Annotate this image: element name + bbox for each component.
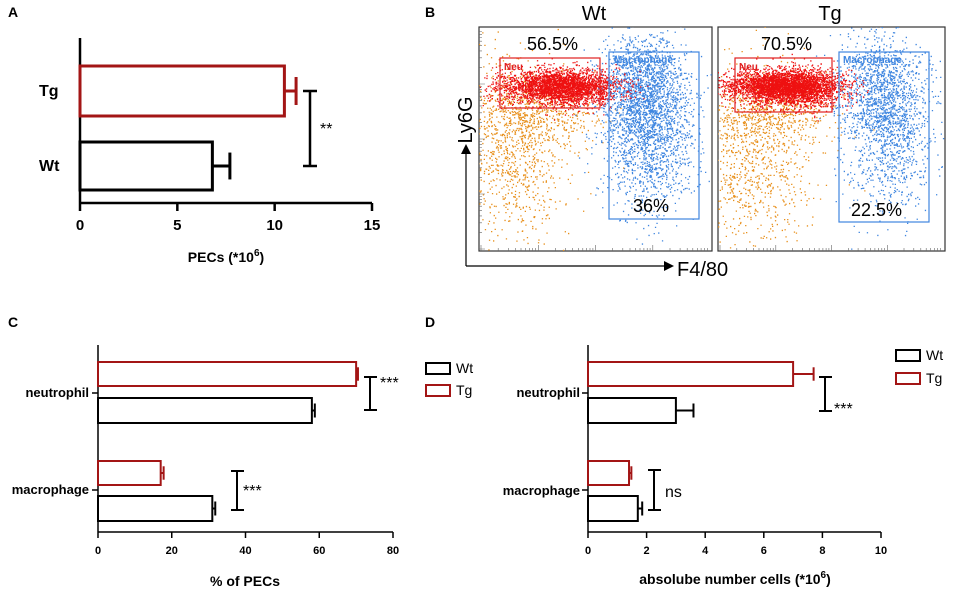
d-xtick-label-8: 8 [819,545,825,557]
d-xtick-label-10: 10 [875,545,887,557]
wt-neutrophil-dots-2 [508,58,636,121]
c-category-macrophage: macrophage [12,482,89,497]
a-xtick-label-0: 0 [76,217,84,234]
panel-d-chart: neutrophil macrophage 0 2 4 6 8 10 *** ns abs… [503,345,943,587]
d-xtick-label-2: 2 [644,545,650,557]
a-bar-tg [78,64,286,118]
tg-x-log-ticks [719,245,941,251]
ly6g-arrow-head [461,144,471,154]
d-xtick-label-6: 6 [761,545,767,557]
c-xtick-label-80: 80 [387,545,399,557]
d-category-neutrophil: neutrophil [516,385,580,400]
ly6g-axis-label: Ly6G [455,96,477,143]
d-neutrophil-significance: *** [834,401,853,418]
d-xtick-label-4: 4 [702,545,709,557]
d-legend-swatch-tg [895,372,921,385]
wt-y-log-ticks [479,31,485,250]
c-category-neutrophil: neutrophil [25,385,89,400]
tg-macrophage-percent: 22.5% [851,200,902,220]
c-xtick-label-40: 40 [239,545,251,557]
d-bar-wt-neutrophil [587,397,677,424]
wt-x-log-ticks [480,245,708,251]
a-xtick-label-10: 10 [266,217,283,234]
d-legend-label-wt: Wt [926,347,943,363]
panel-b-flow-cytometry: Neu Macrophage 56.5% 36% Neu Macrophage … [455,3,946,281]
d-macrophage-significance: ns [665,484,682,501]
wt-other-cells-dots-2 [479,53,628,166]
panel-label-b: B [425,4,435,20]
c-macrophage-bracket [231,470,244,511]
c-xtick-label-0: 0 [95,545,101,557]
a-significance-bracket [303,89,317,168]
panel-label-d: D [425,314,435,330]
f480-axis-label: F4/80 [677,259,728,281]
tg-neutrophil-dots-2 [734,49,865,122]
d-x-axis-label: absolube number cells (*106) [639,570,831,587]
c-legend-swatch-tg [425,384,451,397]
d-xtick-label-0: 0 [585,545,591,557]
wt-macrophage-percent: 36% [633,196,669,216]
c-x-axis-label: % of PECs [210,573,280,589]
panel-c-chart: neutrophil macrophage 0 20 40 60 80 *** *** … [12,345,473,589]
c-legend-swatch-wt [425,362,451,375]
wt-neu-gate [499,57,601,109]
c-bar-tg-neutrophil [97,361,358,387]
c-macrophage-significance: *** [243,483,262,500]
c-neutrophil-bracket [364,376,377,411]
wt-neu-percent: 56.5% [527,34,578,54]
c-xtick-label-20: 20 [166,545,178,557]
tg-neu-gate-label: Neu [739,62,758,73]
a-category-wt: Wt [39,158,60,175]
a-category-tg: Tg [39,83,59,100]
d-bar-wt-macrophage [587,495,639,522]
d-legend-label-tg: Tg [926,370,942,386]
f480-arrow-head [664,261,674,271]
c-xtick-label-60: 60 [313,545,325,557]
tg-macrophage-gate [838,51,930,223]
tg-macrophage-gate-label: Macrophage [843,55,902,66]
a-xtick-label-15: 15 [364,217,381,234]
c-legend-label-wt: Wt [456,360,473,376]
wt-macrophage-gate [608,51,700,220]
tg-neutrophil-dots [718,58,869,114]
c-bar-wt-neutrophil [97,397,313,424]
wt-neu-gate-label: Neu [504,62,523,73]
c-neutrophil-significance: *** [380,375,399,392]
wt-macrophage-dots [578,27,712,245]
panel-label-a: A [8,4,18,20]
c-bar-tg-macrophage [97,460,162,486]
d-bar-tg-neutrophil [587,361,795,387]
wt-plot-frame [478,26,713,252]
d-bar-tg-macrophage [587,460,631,486]
panel-label-c: C [8,314,18,330]
d-category-macrophage: macrophage [503,483,580,498]
wt-macrophage-gate-label: Macrophage [614,55,673,66]
a-xtick-label-5: 5 [173,217,181,234]
tg-plot-title: Tg [818,3,841,25]
d-macrophage-bracket [648,469,661,511]
a-x-axis-label: PECs (*106) [188,248,264,265]
tg-neu-gate [734,57,833,113]
tg-neu-percent: 70.5% [761,34,812,54]
a-bar-wt [78,140,214,192]
wt-plot-title: Wt [582,3,607,25]
c-legend-label-tg: Tg [456,382,472,398]
a-significance-label: ** [320,121,332,138]
c-bar-wt-macrophage [97,495,214,522]
d-legend-swatch-wt [895,349,921,362]
panel-a-chart: 0 5 10 15 Tg Wt ** PECs (*106) [39,38,380,265]
d-neutrophil-bracket [819,376,832,412]
wt-neutrophil-dots [479,61,649,114]
